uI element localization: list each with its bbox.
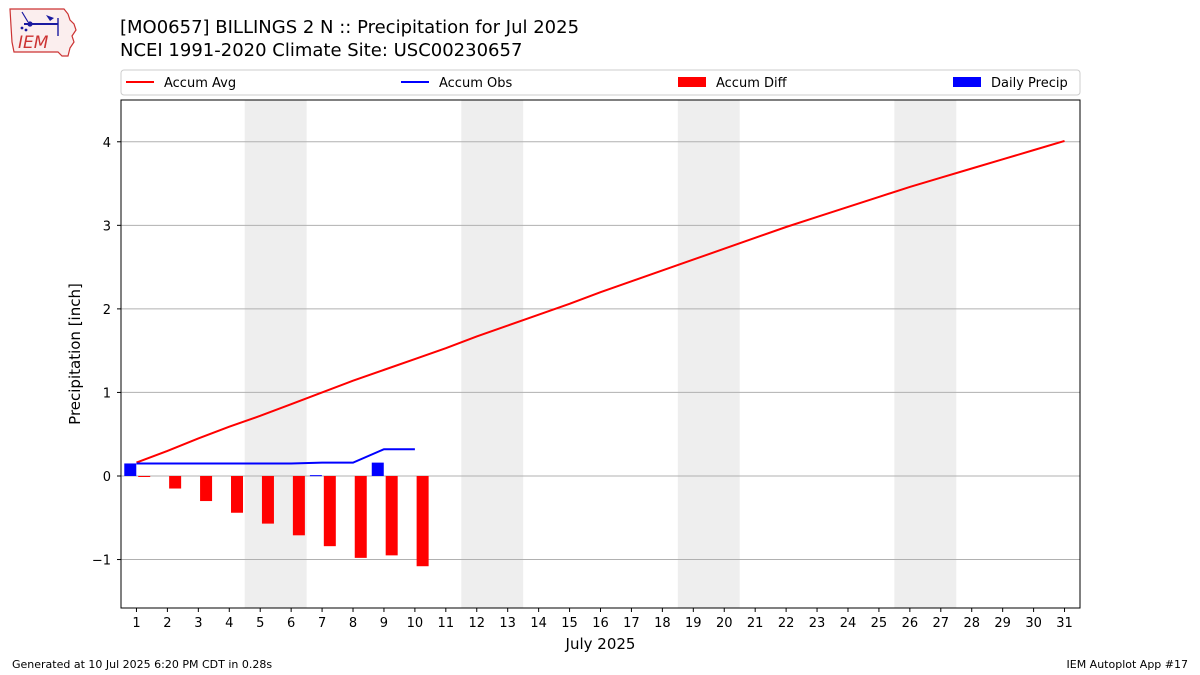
x-tick-label: 2 — [163, 616, 171, 631]
x-axis-label: July 2025 — [565, 635, 636, 653]
legend-accum-diff: Accum Diff — [678, 76, 788, 91]
logo-text: IEM — [18, 33, 49, 53]
x-tick-label: 17 — [623, 616, 640, 631]
x-tick-label: 21 — [747, 616, 764, 631]
x-tick-label: 27 — [933, 616, 950, 631]
daily-precip-bar — [371, 462, 384, 476]
x-tick-label: 28 — [963, 616, 980, 631]
iowa-map-icon: IEM — [9, 8, 77, 57]
accum-diff-bar — [323, 475, 336, 547]
legend-label: Accum Diff — [716, 76, 788, 91]
accum-diff-bar — [416, 475, 429, 567]
accum-obs-line — [136, 448, 415, 465]
y-tick-label: 2 — [103, 303, 111, 318]
chart-title: [MO0657] BILLINGS 2 N :: Precipitation f… — [120, 17, 580, 38]
x-tick-label: 10 — [407, 616, 424, 631]
x-tick-label: 5 — [256, 616, 264, 631]
line-series — [136, 139, 1065, 465]
x-tick-label: 7 — [318, 616, 326, 631]
x-tick-label: 25 — [871, 616, 888, 631]
x-tick-label: 22 — [778, 616, 795, 631]
accum-diff-bar — [138, 475, 151, 477]
legend-label: Accum Avg — [164, 76, 236, 91]
bar-series — [124, 462, 429, 567]
weekend-band — [677, 100, 740, 608]
accum-diff-bar — [385, 475, 398, 556]
x-tick-label: 31 — [1056, 616, 1073, 631]
x-tick-label: 19 — [685, 616, 702, 631]
x-tick-label: 30 — [1025, 616, 1042, 631]
x-tick-label: 3 — [194, 616, 202, 631]
y-tick-label: 4 — [103, 136, 111, 151]
legend-daily-precip: Daily Precip — [953, 76, 1068, 91]
x-tick-label: 24 — [840, 616, 857, 631]
iem-logo: IEM — [8, 6, 82, 64]
legend-accum-obs: Accum Obs — [401, 76, 512, 91]
chart-subtitle: NCEI 1991-2020 Climate Site: USC00230657 — [120, 40, 523, 61]
accum-diff-bar — [200, 475, 213, 502]
x-tick-label: 13 — [499, 616, 516, 631]
legend-accum-avg: Accum Avg — [126, 76, 236, 91]
y-tick-label: 0 — [103, 470, 111, 485]
x-tick-label: 26 — [902, 616, 919, 631]
weekend-band — [461, 100, 524, 608]
x-tick-label: 14 — [530, 616, 547, 631]
weekend-band — [894, 100, 957, 608]
x-tick-label: 11 — [438, 616, 455, 631]
x-tick-label: 23 — [809, 616, 826, 631]
y-gridlines — [121, 141, 1080, 561]
x-tick-label: 15 — [561, 616, 578, 631]
daily-precip-bar — [124, 463, 137, 476]
legend: Accum Avg Accum Obs Accum Diff Daily Precip — [120, 69, 1081, 96]
generated-timestamp: Generated at 10 Jul 2025 6:20 PM CDT in … — [12, 658, 273, 671]
y-tick-label: 3 — [103, 219, 111, 234]
x-tick-label: 4 — [225, 616, 233, 631]
accum-diff-bar — [354, 475, 367, 558]
x-tick-label: 20 — [716, 616, 733, 631]
legend-box — [120, 69, 1081, 96]
weekend-bands — [244, 100, 957, 608]
accum-avg-line — [136, 139, 1065, 464]
x-tick-label: 29 — [994, 616, 1011, 631]
y-axis-ticks: −1 0 1 2 3 4 — [92, 136, 121, 569]
legend-swatch — [678, 77, 706, 87]
x-tick-label: 18 — [654, 616, 671, 631]
legend-swatch — [953, 77, 981, 87]
accum-diff-bar — [292, 475, 305, 536]
x-tick-label: 1 — [132, 616, 140, 631]
y-tick-label: −1 — [92, 554, 111, 569]
accum-diff-bar — [261, 475, 274, 524]
x-tick-label: 12 — [468, 616, 485, 631]
daily-precip-bar — [309, 475, 322, 477]
x-tick-label: 9 — [380, 616, 388, 631]
y-tick-label: 1 — [103, 386, 111, 401]
legend-label: Daily Precip — [991, 76, 1068, 91]
accum-diff-bar — [231, 475, 244, 513]
x-tick-label: 8 — [349, 616, 357, 631]
x-tick-label: 6 — [287, 616, 295, 631]
legend-label: Accum Obs — [439, 76, 512, 91]
x-axis-ticks: 1 2 3 4 5 6 7 8 9 10 11 12 13 14 15 16 17 18 19 20 21 22 23 24 2… — [132, 608, 1073, 631]
y-axis-label: Precipitation [inch] — [66, 283, 84, 425]
app-label: IEM Autoplot App #17 — [1066, 658, 1189, 671]
x-tick-label: 16 — [592, 616, 609, 631]
accum-diff-bar — [169, 475, 182, 489]
